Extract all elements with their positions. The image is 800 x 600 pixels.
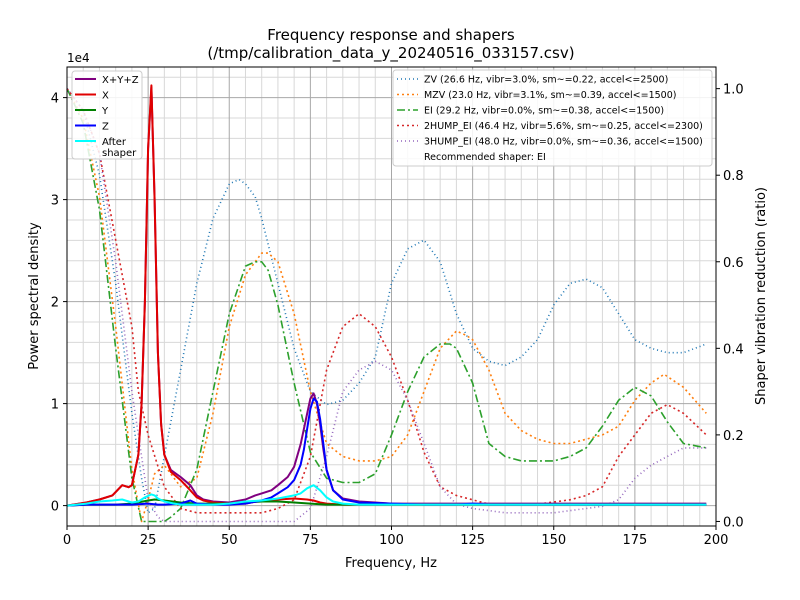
shaper-legend-label: 2HUMP_EI (46.4 Hz, vibr=5.6%, sm~=0.25, … (424, 121, 703, 132)
x-tick-label: 150 (541, 533, 566, 548)
psd-curve (66, 484, 707, 507)
y2-tick-label: 1.0 (723, 83, 744, 98)
shaper-curves (66, 88, 707, 523)
chart-subtitle: (/tmp/calibration_data_y_20240516_033157… (207, 44, 574, 63)
recommended-shaper-label: Recommended shaper: EI (424, 152, 546, 163)
x-tick-label: 0 (63, 533, 71, 548)
y-axis-left: 0 1 2 3 4 (51, 92, 67, 515)
shaper-legend: ZV (26.6 Hz, vibr=3.0%, sm~=0.22, accel<… (392, 69, 713, 167)
y-tick-label: 0 (51, 500, 59, 515)
y2-axis-label: Shaper vibration reduction (ratio) (754, 187, 769, 405)
y2-tick-label: 0.2 (723, 429, 744, 444)
chart-title: Frequency response and shapers (267, 26, 515, 44)
psd-legend-label: shaper (102, 148, 137, 159)
psd-legend-label: X (102, 91, 109, 102)
shaper-curve (66, 88, 707, 514)
x-tick-label: 25 (140, 533, 157, 548)
shaper-legend-label: 3HUMP_EI (48.0 Hz, vibr=0.0%, sm~=0.36, … (424, 137, 703, 148)
shaper-curve (66, 88, 707, 523)
psd-legend-box (71, 70, 143, 160)
y2-tick-label: 0.8 (723, 169, 744, 184)
y-axis-label: Power spectral density (27, 222, 42, 370)
y2-tick-label: 0.0 (723, 515, 744, 530)
y2-tick-label: 0.6 (723, 256, 744, 271)
shaper-legend-label: MZV (23.0 Hz, vibr=3.1%, sm~=0.39, accel… (424, 90, 676, 101)
shaper-legend-label: ZV (26.6 Hz, vibr=3.0%, sm~=0.22, accel<… (424, 75, 668, 86)
x-tick-label: 125 (460, 533, 485, 548)
x-axis-label: Frequency, Hz (345, 556, 437, 571)
x-tick-label: 200 (704, 533, 729, 548)
psd-legend-label: Y (101, 106, 109, 117)
x-tick-label: 50 (221, 533, 238, 548)
psd-legend-label: X+Y+Z (102, 75, 139, 86)
y-tick-label: 3 (51, 194, 59, 209)
psd-legend-label: After (102, 137, 127, 148)
x-tick-label: 175 (622, 533, 647, 548)
y-axis-right: 0.0 0.2 0.4 0.6 0.8 1.0 (716, 83, 744, 530)
shaper-legend-box (392, 69, 713, 167)
y2-tick-label: 0.4 (723, 342, 744, 357)
shaper-curve (66, 88, 707, 523)
psd-curves (66, 84, 707, 507)
y-tick-label: 2 (51, 296, 59, 311)
x-tick-label: 100 (379, 533, 404, 548)
y-tick-label: 1 (51, 398, 59, 413)
y-multiplier-label: 1e4 (67, 51, 90, 65)
psd-legend-label: Z (102, 122, 109, 133)
x-axis: 0 25 50 75 100 125 150 175 200 (63, 526, 729, 548)
y-tick-label: 4 (51, 92, 59, 107)
x-tick-label: 75 (302, 533, 319, 548)
shaper-legend-label: EI (29.2 Hz, vibr=0.0%, sm~=0.38, accel<… (424, 106, 664, 117)
